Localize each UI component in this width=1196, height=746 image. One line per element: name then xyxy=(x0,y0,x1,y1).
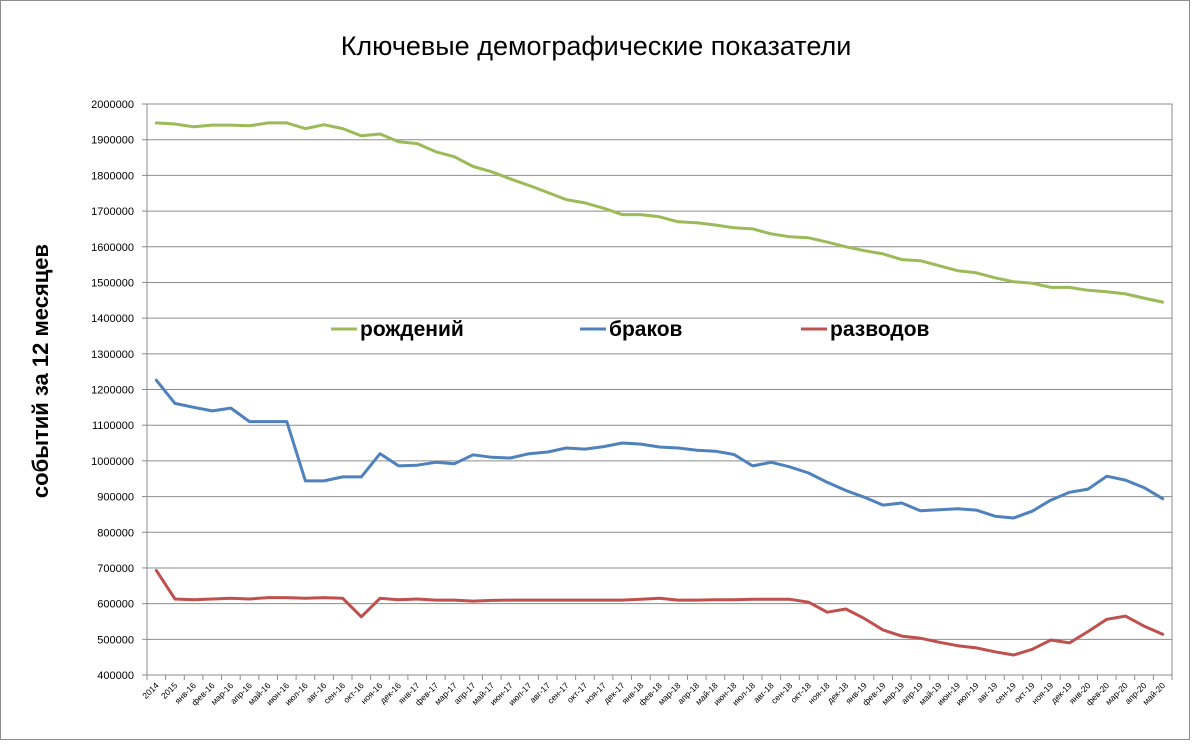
x-tick-label: сен-18 xyxy=(769,680,795,706)
series-line-0 xyxy=(154,121,1165,304)
legend-label: разводов xyxy=(830,318,930,341)
y-tick-label: 1800000 xyxy=(91,170,134,182)
y-tick-label: 500000 xyxy=(97,634,134,646)
y-tick-label: 1000000 xyxy=(91,456,134,468)
y-tick-label: 800000 xyxy=(97,527,134,539)
chart-title: Ключевые демографические показатели xyxy=(340,31,852,61)
series-line-1 xyxy=(154,378,1165,520)
series-line-2 xyxy=(154,568,1165,657)
legend-label: рождений xyxy=(360,318,464,341)
y-tick-label: 400000 xyxy=(97,670,134,682)
y-tick-label: 900000 xyxy=(97,492,134,504)
y-tick-label: 1400000 xyxy=(91,313,134,325)
y-tick-label: 1600000 xyxy=(91,242,134,254)
y-tick-label: 1700000 xyxy=(91,206,134,218)
legend-label: браков xyxy=(609,318,683,341)
y-tick-label: 700000 xyxy=(97,563,134,575)
y-tick-label: 600000 xyxy=(97,599,134,611)
x-tick-label: сен-17 xyxy=(545,680,571,706)
y-tick-label: 1500000 xyxy=(91,277,134,289)
x-tick-label: сен-19 xyxy=(993,680,1019,706)
y-tick-label: 2000000 xyxy=(91,99,134,111)
y-tick-label: 1900000 xyxy=(91,135,134,147)
x-tick-label: сен-16 xyxy=(322,680,348,706)
y-tick-label: 1200000 xyxy=(91,385,134,397)
y-tick-label: 1100000 xyxy=(92,420,134,432)
y-tick-label: 1300000 xyxy=(91,349,134,361)
x-tick-label: 2014 xyxy=(140,680,161,701)
